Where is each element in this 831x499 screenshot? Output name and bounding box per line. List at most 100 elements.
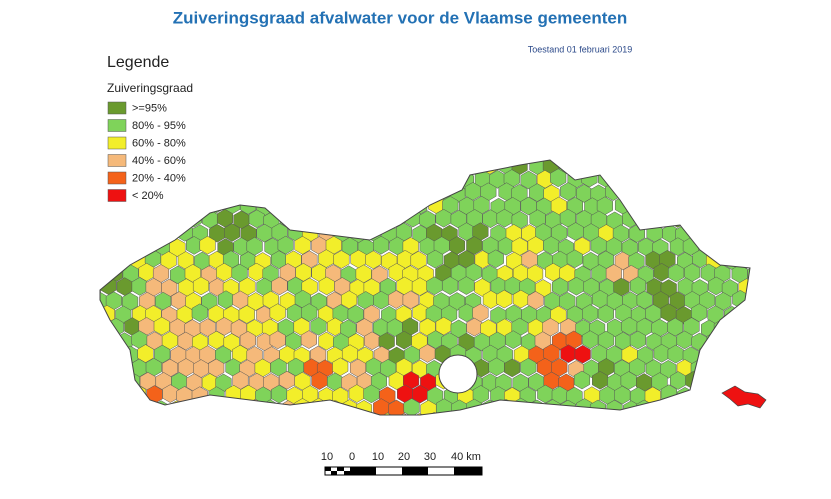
municipality xyxy=(238,305,255,324)
municipality xyxy=(629,412,646,415)
municipality xyxy=(754,277,770,295)
municipality xyxy=(537,384,554,404)
municipality xyxy=(590,160,607,176)
municipality xyxy=(787,224,803,242)
municipality xyxy=(341,344,359,363)
municipality xyxy=(224,223,241,242)
municipality xyxy=(761,185,777,203)
municipality xyxy=(568,276,585,296)
municipality xyxy=(785,251,801,269)
municipality xyxy=(786,414,802,432)
municipality xyxy=(698,211,716,230)
municipality xyxy=(771,277,787,295)
municipality xyxy=(318,276,335,296)
legend-label: < 20% xyxy=(132,190,164,202)
municipality xyxy=(582,160,599,163)
municipality xyxy=(347,412,364,415)
municipality xyxy=(279,160,296,175)
municipality xyxy=(317,196,334,216)
municipality xyxy=(162,384,179,403)
municipality xyxy=(794,399,810,417)
municipality xyxy=(715,428,731,446)
legend: >=95% 80% - 95% 60% - 80% 40% - 60% 20% - 40… xyxy=(107,101,186,202)
legend-label: 80% - 95% xyxy=(132,120,186,132)
municipality xyxy=(707,171,724,190)
municipality xyxy=(660,195,677,214)
municipality xyxy=(381,195,398,215)
municipality xyxy=(246,160,263,176)
legend-subtitle: Zuiveringsgraad xyxy=(107,81,193,95)
municipality xyxy=(629,197,647,217)
municipality xyxy=(764,345,780,363)
municipality xyxy=(154,426,170,444)
municipality xyxy=(124,237,141,256)
municipality xyxy=(301,413,318,415)
municipality xyxy=(700,400,717,415)
scale-label: 0 xyxy=(349,451,355,463)
municipality xyxy=(380,359,397,378)
municipality xyxy=(325,160,342,174)
municipality xyxy=(794,292,810,310)
municipality xyxy=(707,412,724,415)
municipality xyxy=(100,413,115,415)
municipality xyxy=(256,168,273,188)
municipality xyxy=(239,331,256,350)
municipality xyxy=(543,236,560,255)
municipality xyxy=(271,384,288,404)
municipality xyxy=(769,333,785,351)
municipality xyxy=(168,209,185,228)
municipality xyxy=(269,330,286,350)
municipality xyxy=(442,276,459,295)
municipality xyxy=(755,305,771,323)
municipality xyxy=(364,196,381,216)
municipality xyxy=(420,160,437,176)
municipality xyxy=(487,249,504,269)
municipality xyxy=(730,236,747,256)
municipality xyxy=(714,346,731,365)
municipality xyxy=(230,183,247,202)
legend-swatch xyxy=(107,171,127,185)
municipality xyxy=(216,262,233,282)
municipality xyxy=(676,196,693,216)
municipality xyxy=(348,198,365,217)
municipality xyxy=(404,427,420,445)
municipality xyxy=(318,413,335,415)
municipality xyxy=(343,427,359,445)
municipality xyxy=(746,238,750,258)
municipality xyxy=(651,400,668,415)
municipality xyxy=(356,211,373,231)
municipality xyxy=(636,160,653,175)
municipality xyxy=(629,160,646,162)
municipality xyxy=(466,317,483,337)
municipality xyxy=(224,169,241,188)
municipality xyxy=(467,426,483,444)
municipality xyxy=(332,196,349,215)
municipality xyxy=(100,319,108,339)
brussels xyxy=(438,354,478,394)
municipality xyxy=(590,236,607,255)
municipality xyxy=(708,276,725,296)
municipality xyxy=(365,250,382,270)
municipality xyxy=(83,142,99,160)
municipality xyxy=(106,211,123,230)
municipality xyxy=(597,412,614,415)
municipality xyxy=(355,400,373,415)
municipality xyxy=(404,160,421,174)
municipality xyxy=(707,357,724,376)
municipality xyxy=(496,208,513,228)
municipality xyxy=(396,197,413,217)
municipality xyxy=(311,371,328,390)
municipality xyxy=(285,171,302,190)
municipality xyxy=(358,428,374,446)
municipality xyxy=(419,344,436,363)
municipality xyxy=(93,427,109,445)
municipality xyxy=(277,235,294,255)
municipality xyxy=(238,413,255,415)
municipality xyxy=(302,170,320,190)
municipality xyxy=(294,160,311,176)
municipality xyxy=(294,210,311,229)
municipality xyxy=(115,360,132,379)
municipality xyxy=(738,195,750,215)
municipality xyxy=(613,170,630,189)
municipality xyxy=(566,249,583,269)
